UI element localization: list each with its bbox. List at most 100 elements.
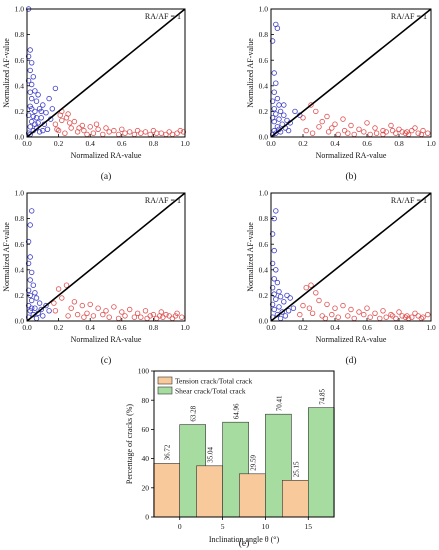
y-tick-label: 0.2 [15, 291, 25, 300]
tension-point [271, 89, 277, 95]
shear-point [332, 121, 338, 127]
tension-point [30, 74, 36, 80]
tension-point [25, 260, 32, 267]
tension-point [32, 108, 38, 115]
panel-a: 0.0 0.2 0.4 0.6 0.8 1.0 0.0 0.2 0.4 0.6 0.8 1.0 RA/A… [2, 5, 190, 182]
shear-point [396, 309, 402, 315]
y-tick-label: 0.0 [259, 317, 269, 326]
shear-point [55, 286, 62, 292]
shear-point [52, 308, 59, 314]
tension-point [35, 92, 41, 98]
tension-point [29, 208, 35, 214]
shear-point [134, 127, 141, 134]
y-tick-label: 0.4 [259, 265, 269, 274]
y-tick-label: 0.0 [259, 133, 269, 142]
shear-point [367, 131, 373, 138]
shear-point [425, 130, 431, 136]
x-tick-label: 0.2 [54, 139, 64, 148]
y-tick-label: 0 [145, 513, 149, 522]
shear-point [100, 131, 106, 138]
tension-point [38, 108, 44, 115]
tension-point [43, 109, 49, 116]
tension-point [271, 118, 277, 125]
ra-af-annotation: RA/AF = 1 [145, 196, 181, 205]
tension-point [274, 279, 281, 286]
tension-point [273, 111, 279, 117]
shear-point [351, 315, 357, 322]
shear-point [309, 130, 316, 136]
shear-point [389, 127, 396, 134]
shear-point [380, 308, 386, 314]
tension-point [27, 254, 33, 260]
shear-point [153, 315, 160, 322]
y-axis-label: Normalized AF-value [2, 38, 11, 108]
tension-point [292, 108, 298, 115]
bar-value-label: 36.72 [164, 444, 172, 460]
shear-point [87, 301, 93, 308]
y-tick-label: 0.4 [15, 265, 25, 274]
shear-point [402, 314, 409, 320]
tension-point [290, 305, 297, 311]
tension-point [46, 308, 52, 314]
shear-point [147, 131, 153, 138]
y-tick-label: 80 [142, 396, 150, 405]
tension-point [29, 81, 35, 88]
tension-point [29, 60, 35, 66]
shear-point [415, 313, 421, 319]
tension-point [277, 108, 284, 115]
plot-frame [270, 8, 432, 138]
shear-point [313, 108, 319, 115]
shear-point [319, 313, 325, 319]
shear-point [93, 121, 100, 127]
tension-point [269, 301, 276, 308]
shear-point [341, 127, 348, 134]
shear-point [356, 126, 362, 132]
y-tick-label: 0.8 [15, 214, 25, 223]
plot-frame [26, 8, 186, 138]
shear-point [138, 314, 144, 320]
shear-point [348, 122, 354, 129]
x-tick-label: 1.0 [180, 139, 190, 148]
shear-point [345, 130, 351, 136]
shear-point [62, 130, 68, 136]
shear-point [59, 117, 65, 124]
tension-point [30, 282, 36, 288]
shear-point [122, 130, 128, 136]
y-axis-label: Normalized AF-value [2, 222, 11, 292]
tension-point [27, 308, 33, 314]
shear-point [372, 125, 378, 131]
shear-point [420, 314, 426, 320]
x-tick-label: 1.0 [180, 323, 190, 332]
tension-point [277, 315, 284, 322]
shear-point [111, 127, 117, 134]
shear-point [156, 313, 163, 319]
shear-point [115, 315, 122, 322]
legend-swatch [157, 386, 173, 395]
shear-point [180, 129, 187, 135]
shear-point [74, 311, 81, 318]
tension-point [36, 129, 43, 135]
shear-point [54, 126, 60, 132]
tension-point [40, 313, 46, 319]
y-tick-label: 0.6 [15, 240, 25, 249]
tension-point [271, 276, 277, 282]
shear-point [163, 311, 169, 318]
tension-point [274, 25, 281, 31]
shear-point [103, 125, 109, 131]
tension-point [33, 98, 40, 104]
shear-point [364, 305, 370, 311]
panel-c: 0.0 0.2 0.4 0.6 0.8 1.0 0.0 0.2 0.4 0.6 0.8 1.0 RA/A… [2, 189, 190, 366]
tension-point [32, 88, 38, 94]
shear-point [402, 130, 409, 136]
y-tick-label: 0.0 [15, 133, 25, 142]
shear-point [412, 310, 418, 316]
shear-point [87, 124, 93, 130]
shear-point [383, 314, 389, 320]
shear-point [68, 305, 74, 311]
shear-point [169, 131, 176, 138]
tension-point [284, 292, 290, 299]
y-tick-label: 0.4 [15, 81, 25, 90]
y-tick-label: 0.6 [259, 56, 269, 65]
shear-point [340, 302, 346, 309]
tension-point [25, 77, 32, 84]
